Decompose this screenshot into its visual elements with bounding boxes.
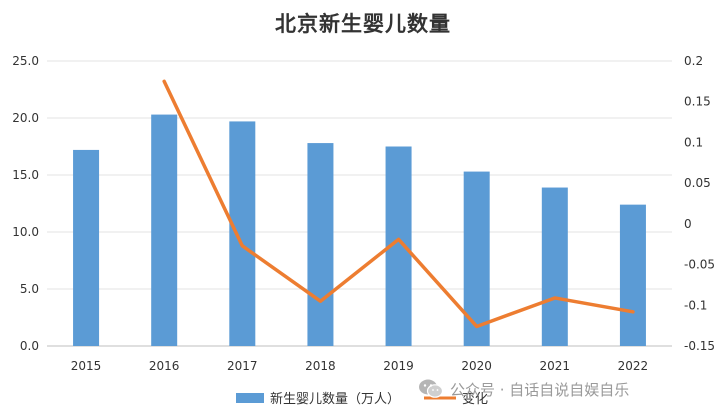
watermark-text: 公众号 · 自话自说自娱自乐: [450, 380, 630, 399]
y-left-tick-label: 15.0: [12, 168, 39, 182]
y-left-tick-label: 5.0: [20, 282, 39, 296]
y-right-tick-label: -0.1: [684, 298, 707, 312]
legend-label-bars: 新生婴儿数量（万人）: [270, 391, 400, 407]
bar: [151, 114, 178, 346]
y-left-tick-label: 20.0: [12, 111, 39, 125]
y-left-tick-label: 25.0: [12, 54, 39, 68]
x-tick-label: 2016: [149, 359, 180, 373]
legend-swatch-bars: [236, 393, 264, 403]
y-right-tick-label: 0.1: [684, 135, 703, 149]
x-tick-label: 2018: [305, 359, 336, 373]
x-tick-label: 2015: [71, 359, 102, 373]
y-left-tick-label: 10.0: [12, 225, 39, 239]
x-tick-label: 2021: [540, 359, 571, 373]
wechat-icon: [419, 379, 444, 398]
x-tick-label: 2019: [383, 359, 414, 373]
bar: [619, 204, 646, 346]
y-left-tick-label: 0.0: [20, 339, 39, 353]
y-right-tick-label: -0.05: [684, 258, 715, 272]
bar: [229, 121, 256, 346]
x-tick-label: 2020: [461, 359, 492, 373]
y-right-tick-label: 0.05: [684, 176, 711, 190]
x-tick-label: 2022: [618, 359, 649, 373]
y-right-tick-label: -0.15: [684, 339, 715, 353]
bar: [73, 149, 100, 346]
y-right-tick-label: 0.2: [684, 54, 703, 68]
bar: [463, 171, 490, 346]
y-right-tick-label: 0: [684, 217, 692, 231]
watermark: 公众号 · 自话自说自娱自乐: [418, 376, 629, 402]
bar: [541, 187, 568, 346]
legend-label-line: 变化: [462, 391, 488, 407]
x-tick-label: 2017: [227, 359, 258, 373]
bar: [307, 143, 334, 346]
y-right-tick-label: 0.15: [684, 95, 711, 109]
chart-title: 北京新生婴儿数量: [275, 12, 451, 36]
